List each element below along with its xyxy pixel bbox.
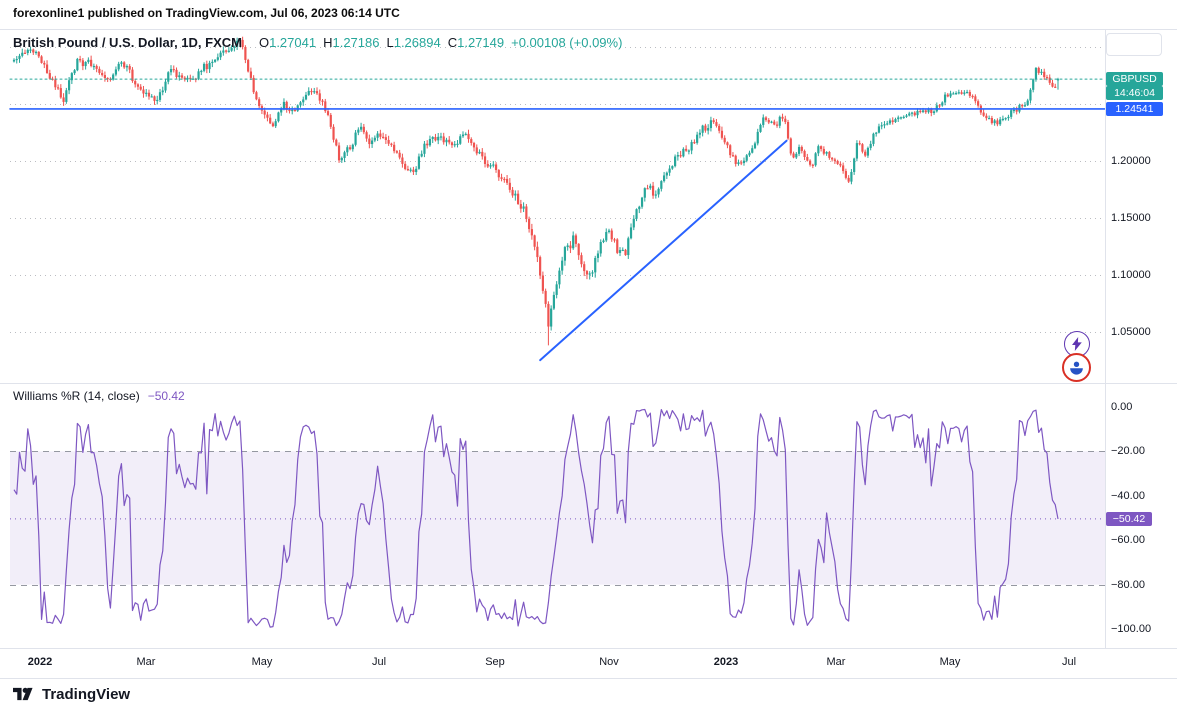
indicator-pane-canvas[interactable] <box>0 383 1105 648</box>
price-axis-label: 1.05000 <box>1111 325 1151 338</box>
symbol-legend[interactable]: British Pound / U.S. Dollar, 1D, FXCM O1.… <box>13 35 622 50</box>
time-axis-label: May <box>251 656 273 668</box>
wr-value-badge: −50.42 <box>1106 511 1152 526</box>
time-axis-label: May <box>939 656 961 668</box>
price-scale-separator <box>1105 29 1106 648</box>
hline-price-badge: 1.24541 <box>1106 101 1163 116</box>
symbol-price-badge: GBPUSD <box>1106 72 1163 87</box>
ohlc-close: C1.27149 <box>447 35 505 50</box>
time-axis-label: Jul <box>371 656 387 668</box>
price-axis[interactable]: 1.20000 1.15000 1.10000 1.05000 <box>1105 29 1177 383</box>
ohlc-high: H1.27186 <box>323 35 380 50</box>
brand-text: TradingView <box>42 685 131 703</box>
indicator-axis-label: −20.00 <box>1111 445 1145 458</box>
indicator-axis-label: −100.00 <box>1111 623 1152 635</box>
tradingview-logo-icon <box>13 687 33 701</box>
toolbar-box[interactable] <box>1106 33 1162 56</box>
publisher-logo-icon <box>1070 361 1083 375</box>
indicator-title[interactable]: Williams %R (14, close) <box>13 389 140 403</box>
top-separator <box>0 29 1177 30</box>
axis-separator <box>0 648 1177 649</box>
indicator-axis-label: −60.00 <box>1111 534 1145 547</box>
time-axis[interactable]: 2022 Mar May Jul Sep Nov 2023 Mar May Jul <box>0 648 1177 678</box>
price-axis-label: 1.10000 <box>1111 268 1151 281</box>
time-axis-label: Sep <box>485 656 505 668</box>
price-pane-canvas[interactable] <box>0 29 1105 383</box>
tradingview-brand[interactable]: TradingView <box>13 685 130 703</box>
pane-separator <box>0 383 1177 384</box>
publish-info: forexonline1 published on TradingView.co… <box>13 6 400 20</box>
price-axis-label: 1.20000 <box>1111 154 1151 167</box>
indicator-value: −50.42 <box>147 389 185 403</box>
footer-separator <box>0 678 1177 679</box>
lightning-icon <box>1072 337 1082 351</box>
time-axis-label: Mar <box>826 656 846 668</box>
indicator-axis-label: 0.00 <box>1111 401 1133 413</box>
ohlc-change: +0.00108 (+0.09%) <box>511 35 623 50</box>
publisher-avatar[interactable] <box>1062 353 1091 382</box>
symbol-title[interactable]: British Pound / U.S. Dollar, 1D, FXCM <box>13 35 242 50</box>
time-axis-label: 2023 <box>713 656 739 668</box>
indicator-legend[interactable]: Williams %R (14, close) −50.42 <box>13 389 185 403</box>
indicator-axis-label: −80.00 <box>1111 578 1145 591</box>
price-axis-label: 1.15000 <box>1111 211 1151 224</box>
ohlc-low: L1.26894 <box>386 35 441 50</box>
time-axis-label: Mar <box>136 656 156 668</box>
time-axis-label: Jul <box>1061 656 1077 668</box>
indicator-axis-label: −40.00 <box>1111 489 1145 502</box>
ohlc-open: O1.27041 <box>258 35 317 50</box>
indicator-axis[interactable]: 0.00 −20.00 −40.00 −60.00 −80.00 −100.00 <box>1105 383 1177 648</box>
time-axis-label: Nov <box>599 656 619 668</box>
time-axis-label: 2022 <box>27 656 53 668</box>
countdown-badge: 14:46:04 <box>1106 86 1163 101</box>
